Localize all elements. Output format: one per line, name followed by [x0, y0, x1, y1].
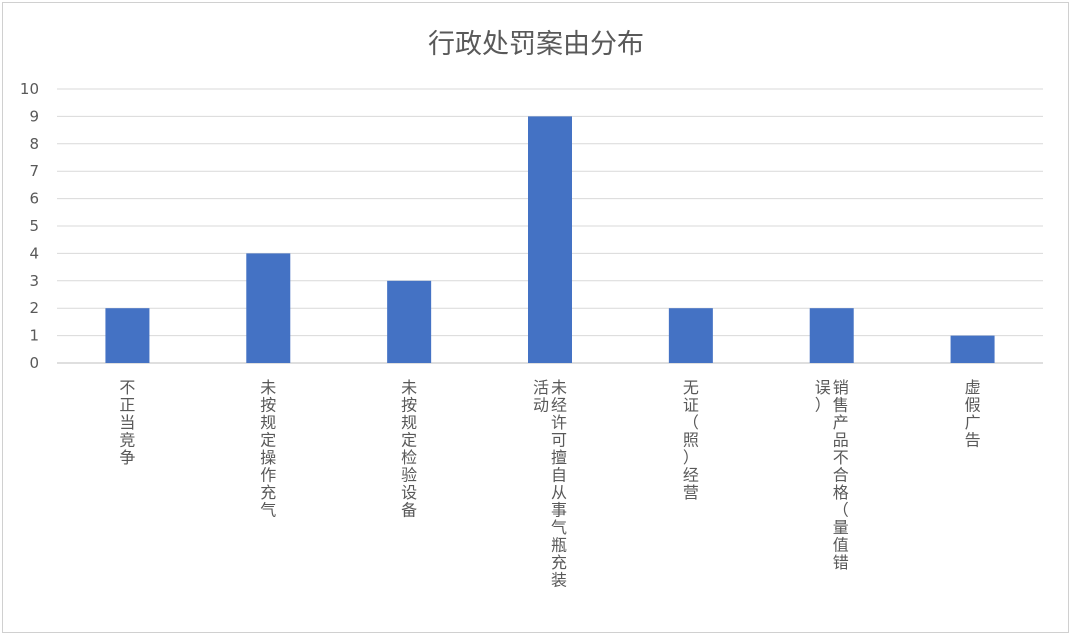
- bar: [246, 253, 291, 363]
- category-label: 未按规定检验设备: [401, 378, 417, 520]
- chart-title: 行政处罚案由分布: [428, 29, 644, 60]
- category-label: 未按规定操作充气: [260, 378, 276, 520]
- category-label: 无证（照）经营: [683, 378, 699, 502]
- bar: [528, 116, 572, 364]
- category-label: 不正当竞争: [119, 378, 135, 467]
- y-tick-label: 2: [29, 299, 39, 317]
- y-tick-label: 8: [29, 135, 39, 153]
- bars: [105, 116, 995, 364]
- y-tick-label: 0: [29, 354, 39, 372]
- y-tick-label: 7: [29, 162, 39, 180]
- y-tick-label: 4: [29, 244, 39, 262]
- bar: [105, 308, 150, 363]
- y-axis-ticks: 0 1 2 3 4 5 6 7 8 9 10: [20, 80, 39, 372]
- y-tick-label: 9: [29, 107, 39, 125]
- y-tick-label: 5: [29, 217, 39, 235]
- bar-chart: 行政处罚案由分布 0 1 2 3 4 5 6 7 8 9 10 不正当竞争 未按规定操作充气 未按规定检…: [20, 29, 1043, 590]
- bar: [809, 308, 854, 363]
- category-labels: 不正当竞争 未按规定操作充气 未按规定检验设备 未经许可擅自从事气瓶充装活动 无证（照）…: [119, 378, 980, 590]
- y-tick-label: 1: [29, 327, 39, 345]
- bar: [668, 308, 713, 363]
- y-tick-label: 10: [20, 80, 39, 98]
- bar: [387, 280, 432, 363]
- bar: [950, 335, 995, 363]
- category-label: 虚假广告: [965, 378, 981, 450]
- y-tick-label: 6: [29, 190, 39, 208]
- category-label: 销售产品不合格（量值错误）: [815, 378, 849, 572]
- category-label: 未经许可擅自从事气瓶充装活动: [533, 378, 567, 590]
- y-tick-label: 3: [29, 272, 39, 290]
